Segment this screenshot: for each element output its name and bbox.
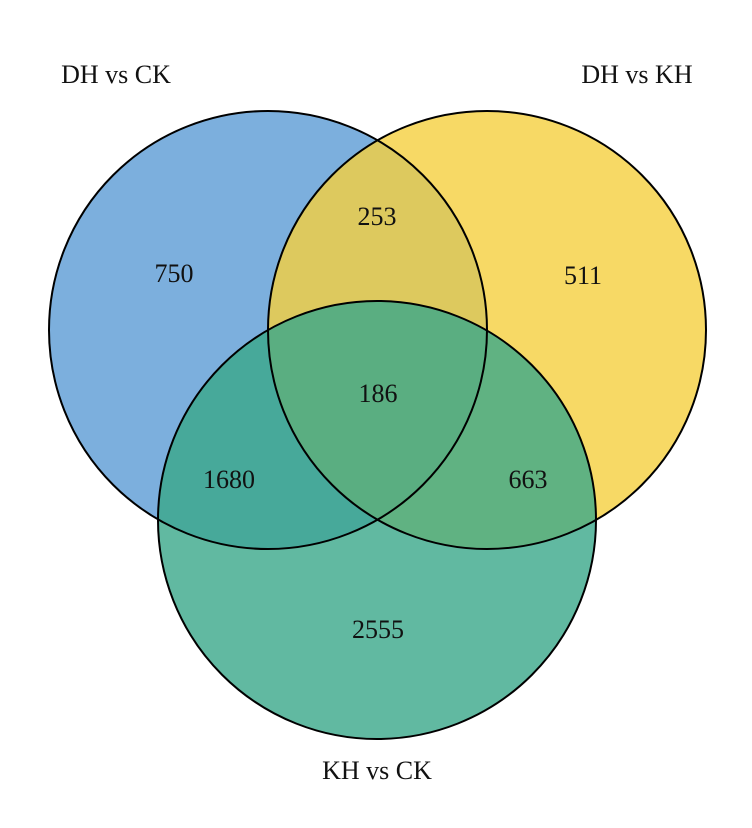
set-label: KH vs CK (322, 756, 432, 785)
region-count: 1680 (203, 465, 255, 494)
region-count: 2555 (352, 615, 404, 644)
region-count: 663 (509, 465, 548, 494)
region-count: 186 (359, 379, 398, 408)
region-count: 511 (564, 261, 602, 290)
region-count: 253 (358, 202, 397, 231)
set-label: DH vs KH (581, 60, 692, 89)
set-label: DH vs CK (61, 60, 171, 89)
region-count: 750 (155, 259, 194, 288)
set-outline (157, 300, 597, 740)
